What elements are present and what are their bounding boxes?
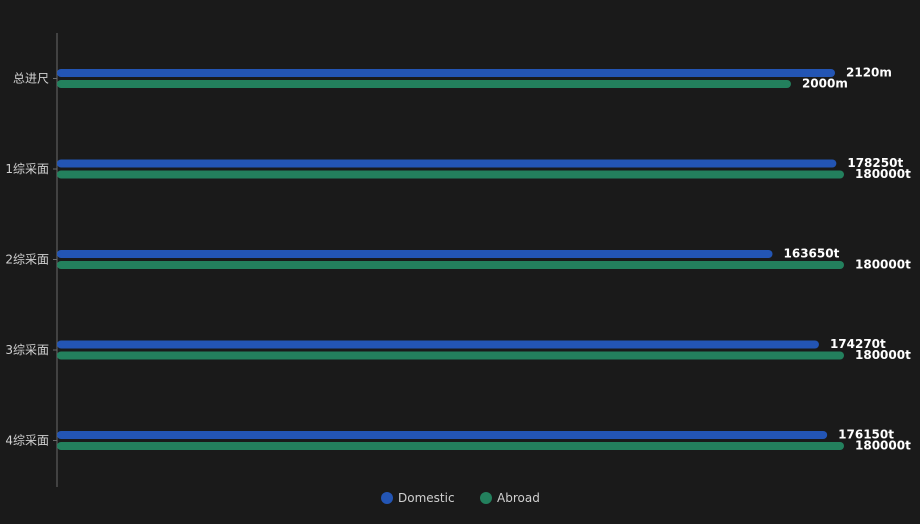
category-label: 总进尺 xyxy=(13,72,49,86)
bar-domestic[interactable] xyxy=(57,250,773,258)
data-label: 178250t xyxy=(847,156,903,170)
bar-abroad[interactable] xyxy=(57,170,844,179)
data-label: 180000t xyxy=(855,348,911,362)
data-label: 180000t xyxy=(855,167,911,181)
bar-abroad[interactable] xyxy=(57,80,791,88)
data-label: 176150t xyxy=(838,428,894,442)
data-label: 2000m xyxy=(802,77,848,91)
data-label: 163650t xyxy=(784,247,840,261)
bar-domestic[interactable] xyxy=(57,431,828,439)
category-label: 4综采面 xyxy=(5,434,49,448)
data-label: 2120m xyxy=(846,66,892,80)
legend-label-domestic[interactable]: Domestic xyxy=(398,491,455,505)
bar-abroad[interactable] xyxy=(57,261,844,269)
category-label: 3综采面 xyxy=(5,343,49,357)
data-label: 180000t xyxy=(855,439,911,453)
data-label: 180000t xyxy=(855,258,911,272)
bar-abroad[interactable] xyxy=(57,442,844,450)
category-label: 1综采面 xyxy=(5,162,49,176)
category-label: 2综采面 xyxy=(5,253,49,267)
bar-domestic[interactable] xyxy=(57,159,837,168)
bar-abroad[interactable] xyxy=(57,351,844,360)
bar-domestic[interactable] xyxy=(57,340,819,349)
legend-marker-abroad[interactable] xyxy=(480,492,492,504)
data-label: 174270t xyxy=(830,337,886,351)
bar-domestic[interactable] xyxy=(57,69,835,77)
legend-label-abroad[interactable]: Abroad xyxy=(497,491,540,505)
legend-marker-domestic[interactable] xyxy=(381,492,393,504)
